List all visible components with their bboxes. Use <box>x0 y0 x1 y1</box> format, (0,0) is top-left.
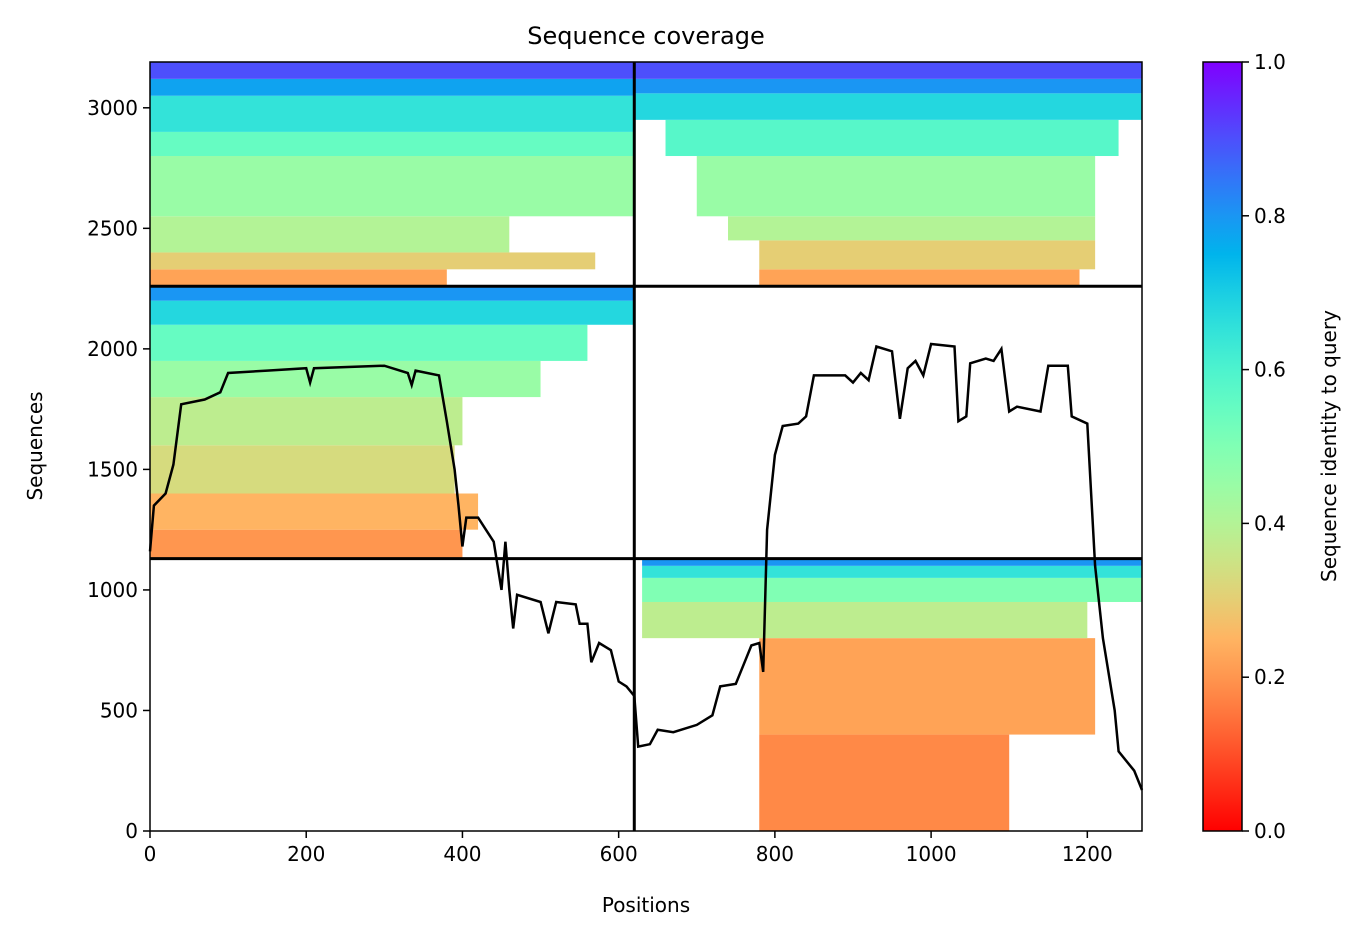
coverage-line <box>148 342 1144 791</box>
coverage-strip <box>150 269 447 287</box>
x-tick-label: 200 <box>287 842 325 866</box>
coverage-strip <box>150 529 463 559</box>
colorbar-tick-label: 0.0 <box>1254 819 1286 843</box>
y-tick-label: 3000 <box>87 96 138 120</box>
coverage-strip <box>696 156 1096 217</box>
colorbar-tick-label: 0.2 <box>1254 665 1286 689</box>
coverage-strip <box>150 156 635 217</box>
coverage-strip <box>150 493 479 530</box>
coverage-strip <box>150 324 588 361</box>
coverage-strip <box>150 300 635 325</box>
colorbar-tick-label: 0.8 <box>1254 204 1286 228</box>
coverage-strip <box>642 558 1142 566</box>
coverage-strip <box>150 445 455 494</box>
x-tick-label: 800 <box>756 842 794 866</box>
colorbar <box>1202 61 1243 832</box>
coverage-strip <box>634 62 1142 79</box>
y-tick-label: 500 <box>100 698 138 722</box>
coverage-strip <box>150 216 510 253</box>
colorbar-tick-label: 0.6 <box>1254 358 1286 382</box>
coverage-strip <box>759 734 1010 831</box>
colorbar-tick-label: 1.0 <box>1254 50 1286 74</box>
plot-frame <box>149 61 1143 832</box>
coverage-strip <box>665 119 1119 157</box>
y-tick-label: 0 <box>125 819 138 843</box>
coverage-strip <box>759 269 1080 287</box>
y-tick-label: 2000 <box>87 337 138 361</box>
y-tick-label: 2500 <box>87 216 138 240</box>
x-axis-label: Positions <box>602 893 690 917</box>
y-axis-label: Sequences <box>23 391 47 500</box>
coverage-strip <box>150 78 635 96</box>
coverage-strip <box>759 638 1096 735</box>
coverage-strip <box>150 397 463 446</box>
coverage-strip <box>642 601 1088 639</box>
colorbar-label: Sequence identity to query <box>1317 310 1341 582</box>
coverage-strip <box>728 216 1096 241</box>
x-tick-label: 1200 <box>1062 842 1113 866</box>
coverage-strip <box>150 131 635 157</box>
coverage-strip <box>642 577 1142 602</box>
coverage-strip <box>634 93 1142 120</box>
x-tick-label: 0 <box>144 842 157 866</box>
coverage-strip <box>150 95 635 132</box>
coverage-strip <box>642 565 1142 578</box>
x-tick-label: 1000 <box>906 842 957 866</box>
x-tick-label: 600 <box>600 842 638 866</box>
x-tick-label: 400 <box>443 842 481 866</box>
coverage-strip <box>150 252 596 270</box>
y-tick-label: 1500 <box>87 457 138 481</box>
coverage-strip <box>634 78 1142 94</box>
y-tick-label: 1000 <box>87 578 138 602</box>
chart-title: Sequence coverage <box>527 22 764 50</box>
coverage-strip <box>150 286 635 301</box>
colorbar-tick-label: 0.4 <box>1254 511 1286 535</box>
coverage-strip <box>759 240 1096 270</box>
coverage-strip <box>150 62 635 79</box>
